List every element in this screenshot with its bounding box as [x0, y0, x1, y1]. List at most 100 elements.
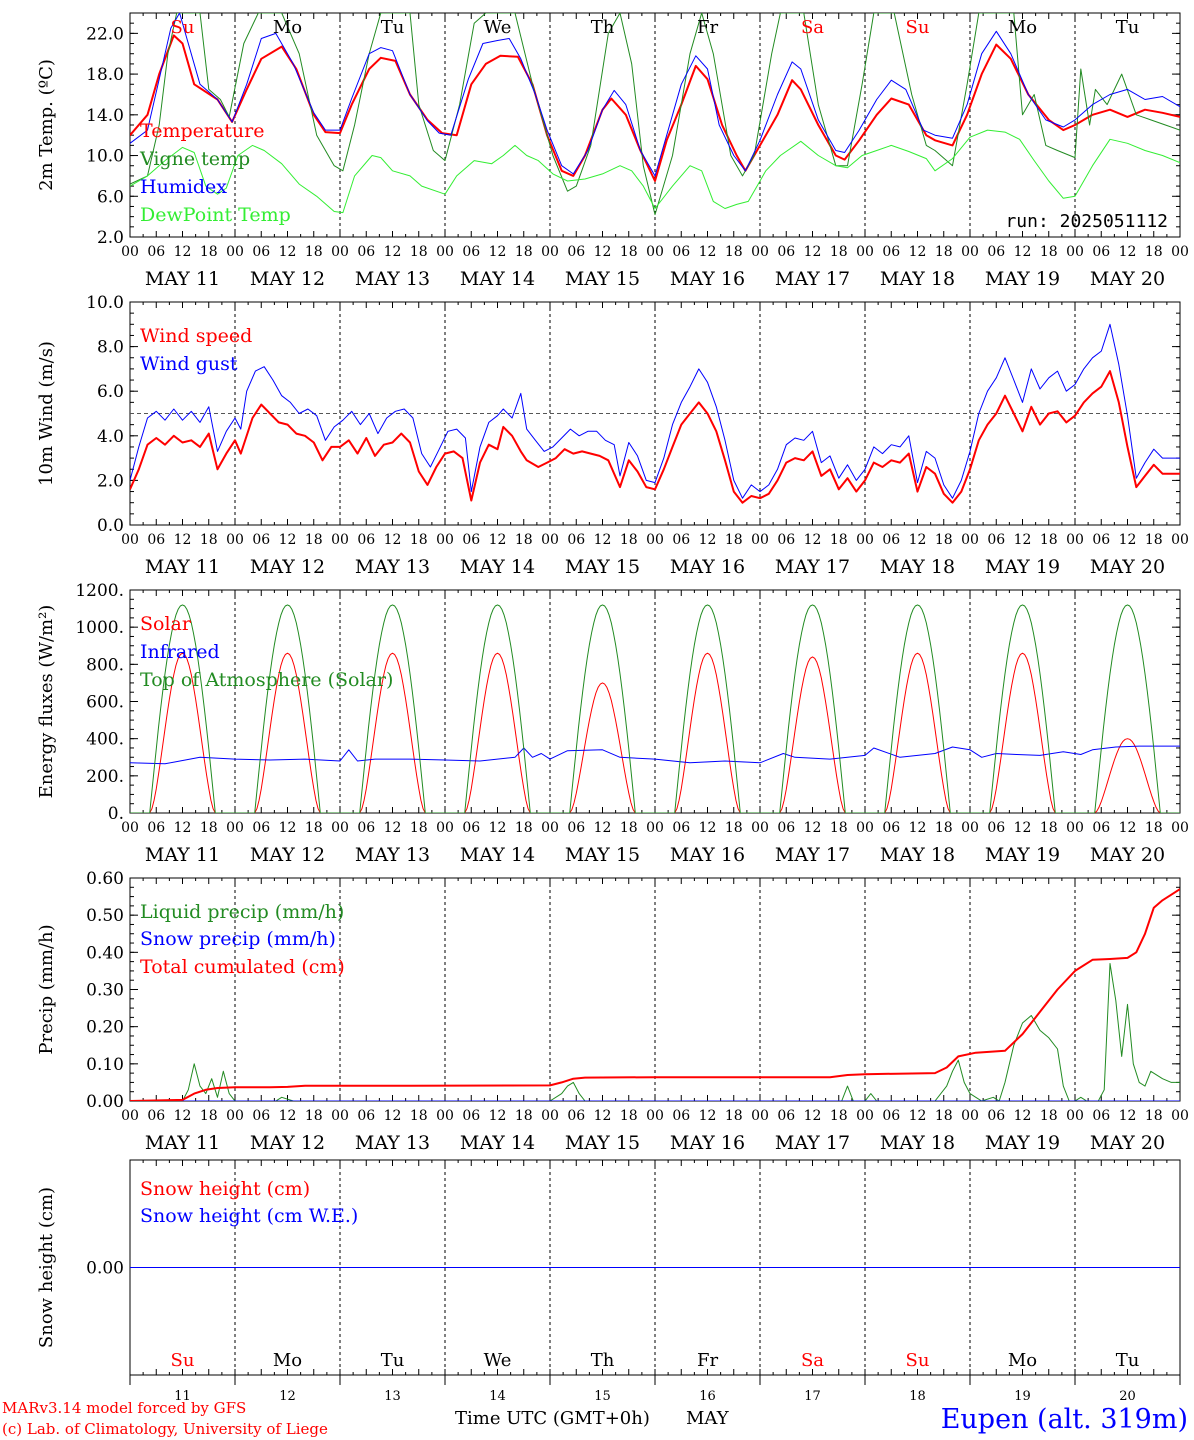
panel-precip: 0.00 0.10 0.20 0.30 0.40 0.50 0.60 Precip (mm/h… [36, 869, 1189, 1154]
hour-label: 00 [331, 532, 349, 548]
hour-label: 18 [410, 244, 428, 260]
day-abbr: Sa [801, 17, 824, 38]
hour-label: 18 [515, 532, 533, 548]
date-label: MAY 15 [565, 556, 640, 578]
hour-label: 12 [804, 1108, 822, 1124]
day-abbr: Sa [801, 1350, 824, 1371]
hour-label: 18 [305, 244, 323, 260]
hour-label: 06 [777, 1108, 795, 1124]
date-label: MAY 16 [670, 1132, 745, 1154]
hour-label: 00 [856, 532, 874, 548]
legend-entry: Top of Atmosphere (Solar) [140, 669, 393, 691]
series-line-infrared [130, 745, 1180, 765]
day-abbr: Su [171, 17, 195, 38]
hour-label: 00 [751, 532, 769, 548]
day-abbr: Mo [1008, 17, 1037, 38]
series-line-top-of-atmosphere-solar- [130, 604, 1180, 813]
date-label: MAY 20 [1090, 268, 1165, 290]
hour-label: 06 [1092, 820, 1110, 836]
y-tick-label: 8.0 [97, 338, 124, 358]
day-abbr: Tu [381, 17, 405, 38]
panel-energy: 0. 200. 400. 600. 800. 1000. 1200. Energy fluxe… [36, 581, 1189, 866]
y-tick-label: 18.0 [86, 65, 124, 85]
hour-label: 00 [541, 1108, 559, 1124]
hour-label: 00 [1171, 244, 1189, 260]
hour-label: 12 [594, 244, 612, 260]
hour-label: 06 [567, 532, 585, 548]
hour-label: 06 [252, 1108, 270, 1124]
hour-label: 06 [777, 820, 795, 836]
y-axis-label: Snow height (cm) [36, 1187, 57, 1348]
hour-label: 00 [331, 1108, 349, 1124]
day-abbr: Tu [381, 1350, 405, 1371]
date-label: MAY 11 [145, 556, 220, 578]
hour-label: 12 [1014, 1108, 1032, 1124]
panel-snow: 0.00 Snow height (cm) Snow height (cm) Snow… [36, 1159, 1181, 1404]
day-abbr: We [484, 1350, 512, 1371]
hour-label: 00 [1066, 532, 1084, 548]
date-label: MAY 19 [985, 1132, 1060, 1154]
day-abbr: We [484, 17, 512, 38]
hour-label: 00 [436, 820, 454, 836]
hour-label: 06 [672, 532, 690, 548]
hour-label: 06 [357, 244, 375, 260]
y-tick-label: 10.0 [86, 147, 124, 167]
hour-label: 00 [226, 532, 244, 548]
date-label: MAY 18 [880, 1132, 955, 1154]
hour-label: 06 [567, 820, 585, 836]
hour-label: 00 [856, 1108, 874, 1124]
hour-label: 06 [147, 244, 165, 260]
hour-label: 18 [1040, 1108, 1058, 1124]
y-tick-label: 2.0 [97, 471, 124, 491]
y-tick-label: 14.0 [86, 106, 124, 126]
hour-label: 12 [1119, 1108, 1137, 1124]
series-line-liquid-precip-mm-h- [130, 963, 1180, 1101]
date-label: MAY 16 [670, 268, 745, 290]
day-number: 14 [489, 1389, 506, 1404]
hour-label: 06 [462, 532, 480, 548]
run-label: run: 2025051112 [1005, 211, 1168, 232]
hour-label: 00 [331, 820, 349, 836]
hour-label: 12 [174, 820, 192, 836]
date-label: MAY 20 [1090, 844, 1165, 866]
y-tick-label: 800. [86, 655, 124, 675]
hour-label: 00 [961, 820, 979, 836]
legend-entry: Temperature [140, 120, 264, 142]
date-label: MAY 14 [460, 844, 535, 866]
hour-label: 12 [174, 1108, 192, 1124]
hour-label: 12 [279, 244, 297, 260]
hour-label: 06 [987, 820, 1005, 836]
series-line-wind-gust [130, 323, 1180, 499]
hour-label: 18 [725, 532, 743, 548]
y-axis-label: 2m Temp. (ºC) [36, 59, 57, 191]
hour-label: 00 [1171, 820, 1189, 836]
y-tick-label: 6.0 [97, 382, 124, 402]
y-tick-label: 0.20 [86, 1018, 124, 1038]
hour-label: 06 [1092, 244, 1110, 260]
hour-label: 06 [882, 1108, 900, 1124]
legend-entry: Solar [140, 613, 192, 635]
date-label: MAY 16 [670, 844, 745, 866]
hour-label: 00 [1171, 532, 1189, 548]
hour-label: 06 [672, 1108, 690, 1124]
hour-label: 12 [699, 532, 717, 548]
legend-entry: Vigne temp [139, 148, 250, 170]
hour-label: 06 [357, 820, 375, 836]
hour-label: 12 [909, 1108, 927, 1124]
date-label: MAY 17 [775, 1132, 850, 1154]
hour-label: 12 [909, 532, 927, 548]
y-tick-label: 0.50 [86, 906, 124, 926]
y-tick-label: 0.60 [86, 869, 124, 889]
date-label: MAY 17 [775, 844, 850, 866]
day-number: 18 [909, 1389, 926, 1404]
hour-label: 12 [279, 820, 297, 836]
date-label: MAY 19 [985, 268, 1060, 290]
legend-entry: Total cumulated (cm) [140, 956, 345, 978]
y-tick-label: 6.0 [97, 187, 124, 207]
hour-label: 06 [777, 532, 795, 548]
hour-label: 06 [987, 1108, 1005, 1124]
hour-label: 12 [1014, 820, 1032, 836]
hour-label: 12 [909, 820, 927, 836]
hour-label: 12 [699, 244, 717, 260]
hour-label: 18 [725, 1108, 743, 1124]
